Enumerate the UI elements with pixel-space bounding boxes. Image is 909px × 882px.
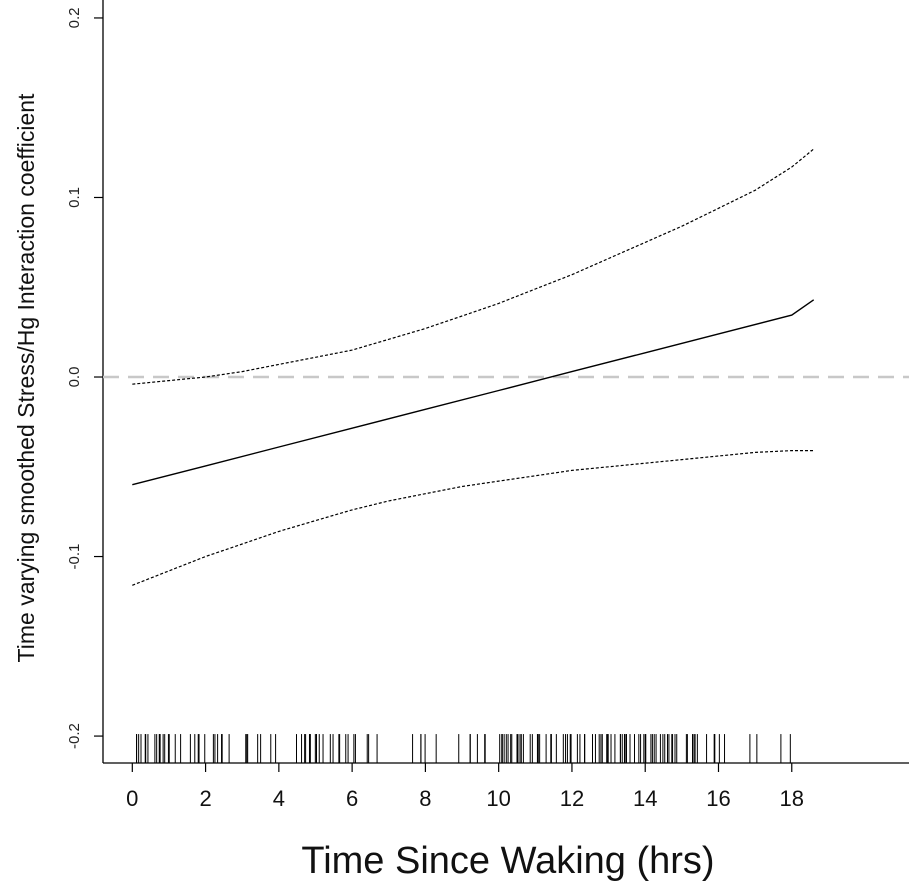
x-tick-label: 16 [706, 786, 730, 811]
y-tick-label: -0.2 [66, 723, 83, 749]
rug-plot [136, 734, 791, 763]
series-estimate [132, 299, 815, 486]
x-axis-label: Time Since Waking (hrs) [301, 840, 714, 882]
x-tick-label: 10 [486, 786, 510, 811]
x-tick-label: 0 [126, 786, 138, 811]
x-tick-label: 2 [199, 786, 211, 811]
x-tick-label: 14 [633, 786, 657, 811]
axes: 0 2 4 6 8 10 12 14 16 18 -0.2 -0.1 0.0 0.1 0.2 [66, 0, 909, 811]
x-tick-label: 6 [346, 786, 358, 811]
x-tick-label: 4 [273, 786, 285, 811]
y-tick-label: 0.0 [66, 367, 83, 388]
series-lower-bound [132, 450, 814, 586]
x-tick-label: 8 [419, 786, 431, 811]
series-layer [103, 148, 909, 586]
x-tick-label: 12 [560, 786, 584, 811]
y-tick-label: -0.1 [66, 544, 83, 570]
y-tick-label: 0.2 [66, 8, 83, 29]
y-axis-label: Time varying smoothed Stress/Hg Interact… [13, 93, 39, 662]
x-tick-label: 18 [780, 786, 804, 811]
series-upper-bound [132, 148, 815, 385]
y-tick-label: 0.1 [66, 187, 83, 208]
